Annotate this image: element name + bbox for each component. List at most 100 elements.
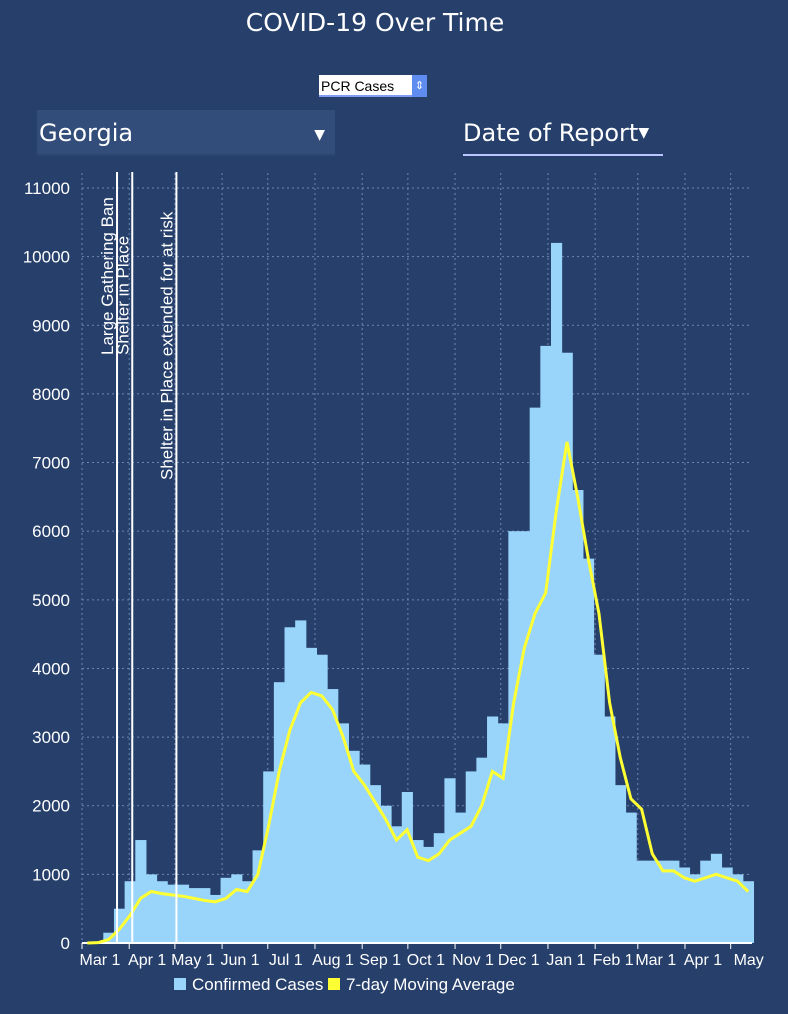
y-tick-label: 1000 (32, 865, 70, 884)
bar (572, 490, 584, 943)
bar (188, 888, 200, 943)
x-tick-label: May 1 (171, 952, 215, 969)
bar (561, 352, 573, 943)
bar (742, 881, 755, 943)
y-tick-label: 3000 (32, 728, 70, 747)
x-tick-label: Oct 1 (407, 952, 445, 969)
bar (689, 874, 701, 943)
x-tick-label: Apr 1 (684, 952, 722, 969)
metric-select[interactable]: PCR Cases ⇕ (319, 75, 427, 97)
y-tick-label: 10000 (23, 248, 70, 267)
bar (113, 908, 126, 943)
x-tick-label: Jun 1 (221, 952, 260, 969)
x-tick-label: Feb 1 (593, 952, 634, 969)
bar (295, 620, 307, 943)
bar (668, 860, 680, 943)
x-tick-label: May (734, 952, 764, 969)
legend-label-average: 7-day Moving Average (346, 975, 515, 994)
bar (209, 894, 222, 943)
spinner-icon: ⇕ (412, 75, 427, 97)
x-tick-label: Apr 1 (128, 952, 166, 969)
bar (220, 877, 232, 943)
bar (732, 874, 744, 943)
bar (625, 812, 637, 943)
x-tick-label: Mar 1 (635, 952, 676, 969)
y-tick-label: 8000 (32, 385, 70, 404)
bar (678, 867, 691, 943)
bar (487, 716, 499, 943)
bar (263, 771, 275, 943)
metric-value: PCR Cases (321, 78, 395, 94)
bar (721, 867, 733, 943)
bar (433, 833, 445, 943)
y-tick-label: 7000 (32, 454, 70, 473)
bar (401, 792, 413, 943)
bar (423, 846, 435, 943)
y-tick-label: 5000 (32, 591, 70, 610)
y-tick-label: 9000 (32, 316, 70, 335)
bar (412, 840, 424, 943)
bar (593, 654, 605, 943)
x-tick-label: Dec 1 (498, 952, 540, 969)
bar (529, 407, 541, 943)
bar (252, 850, 264, 943)
bar (657, 860, 669, 943)
bar (455, 812, 467, 943)
bar (135, 840, 147, 943)
bar (284, 627, 296, 943)
annotation-label: Shelter in Place (113, 236, 132, 355)
y-tick-label: 6000 (32, 522, 70, 541)
bar (700, 860, 712, 943)
bar (273, 682, 286, 943)
bar (167, 884, 179, 943)
bar (348, 750, 360, 943)
x-tick-label: Jan 1 (546, 952, 585, 969)
bar (156, 881, 168, 943)
bar (582, 558, 595, 943)
date-type-dropdown[interactable]: Date of Report ▼ (463, 112, 663, 156)
chevron-down-icon: ▼ (638, 125, 650, 141)
bar (444, 778, 456, 943)
bar (497, 723, 509, 943)
bar (241, 881, 254, 943)
bar (540, 345, 552, 943)
x-tick-label: Nov 1 (452, 952, 494, 969)
legend-label-cases: Confirmed Cases (192, 975, 323, 994)
x-tick-label: Aug 1 (312, 952, 354, 969)
y-tick-label: 4000 (32, 659, 70, 678)
bar (508, 531, 520, 943)
state-dropdown[interactable]: Georgia ▼ (37, 110, 335, 156)
bar (231, 874, 243, 943)
date-type-value: Date of Report (463, 119, 639, 147)
y-tick-label: 11000 (24, 179, 70, 198)
y-tick-label: 2000 (32, 797, 70, 816)
legend-swatch-average (328, 978, 340, 990)
bar (646, 860, 659, 943)
x-tick-label: Mar 1 (80, 952, 121, 969)
bar (327, 689, 339, 943)
bar (519, 531, 531, 943)
bar (359, 764, 371, 943)
chart-title: COVID-19 Over Time (245, 8, 505, 37)
bar (614, 785, 627, 943)
legend-swatch-cases (174, 978, 186, 990)
bar (145, 874, 158, 943)
state-value: Georgia (39, 119, 134, 147)
bar (305, 647, 317, 943)
y-tick-label: 0 (61, 934, 70, 953)
bar (551, 242, 563, 944)
bar (604, 716, 616, 943)
bar (337, 723, 349, 943)
bar (316, 654, 328, 943)
bar (380, 805, 392, 943)
x-tick-label: Jul 1 (269, 952, 303, 969)
bar (391, 826, 403, 943)
x-tick-label: Sep 1 (359, 952, 401, 969)
bar (369, 785, 381, 943)
bar (177, 884, 190, 943)
bar (710, 853, 723, 943)
annotation-label: Large Gathering Ban (98, 197, 117, 355)
bar (476, 757, 488, 943)
bar (465, 771, 477, 943)
